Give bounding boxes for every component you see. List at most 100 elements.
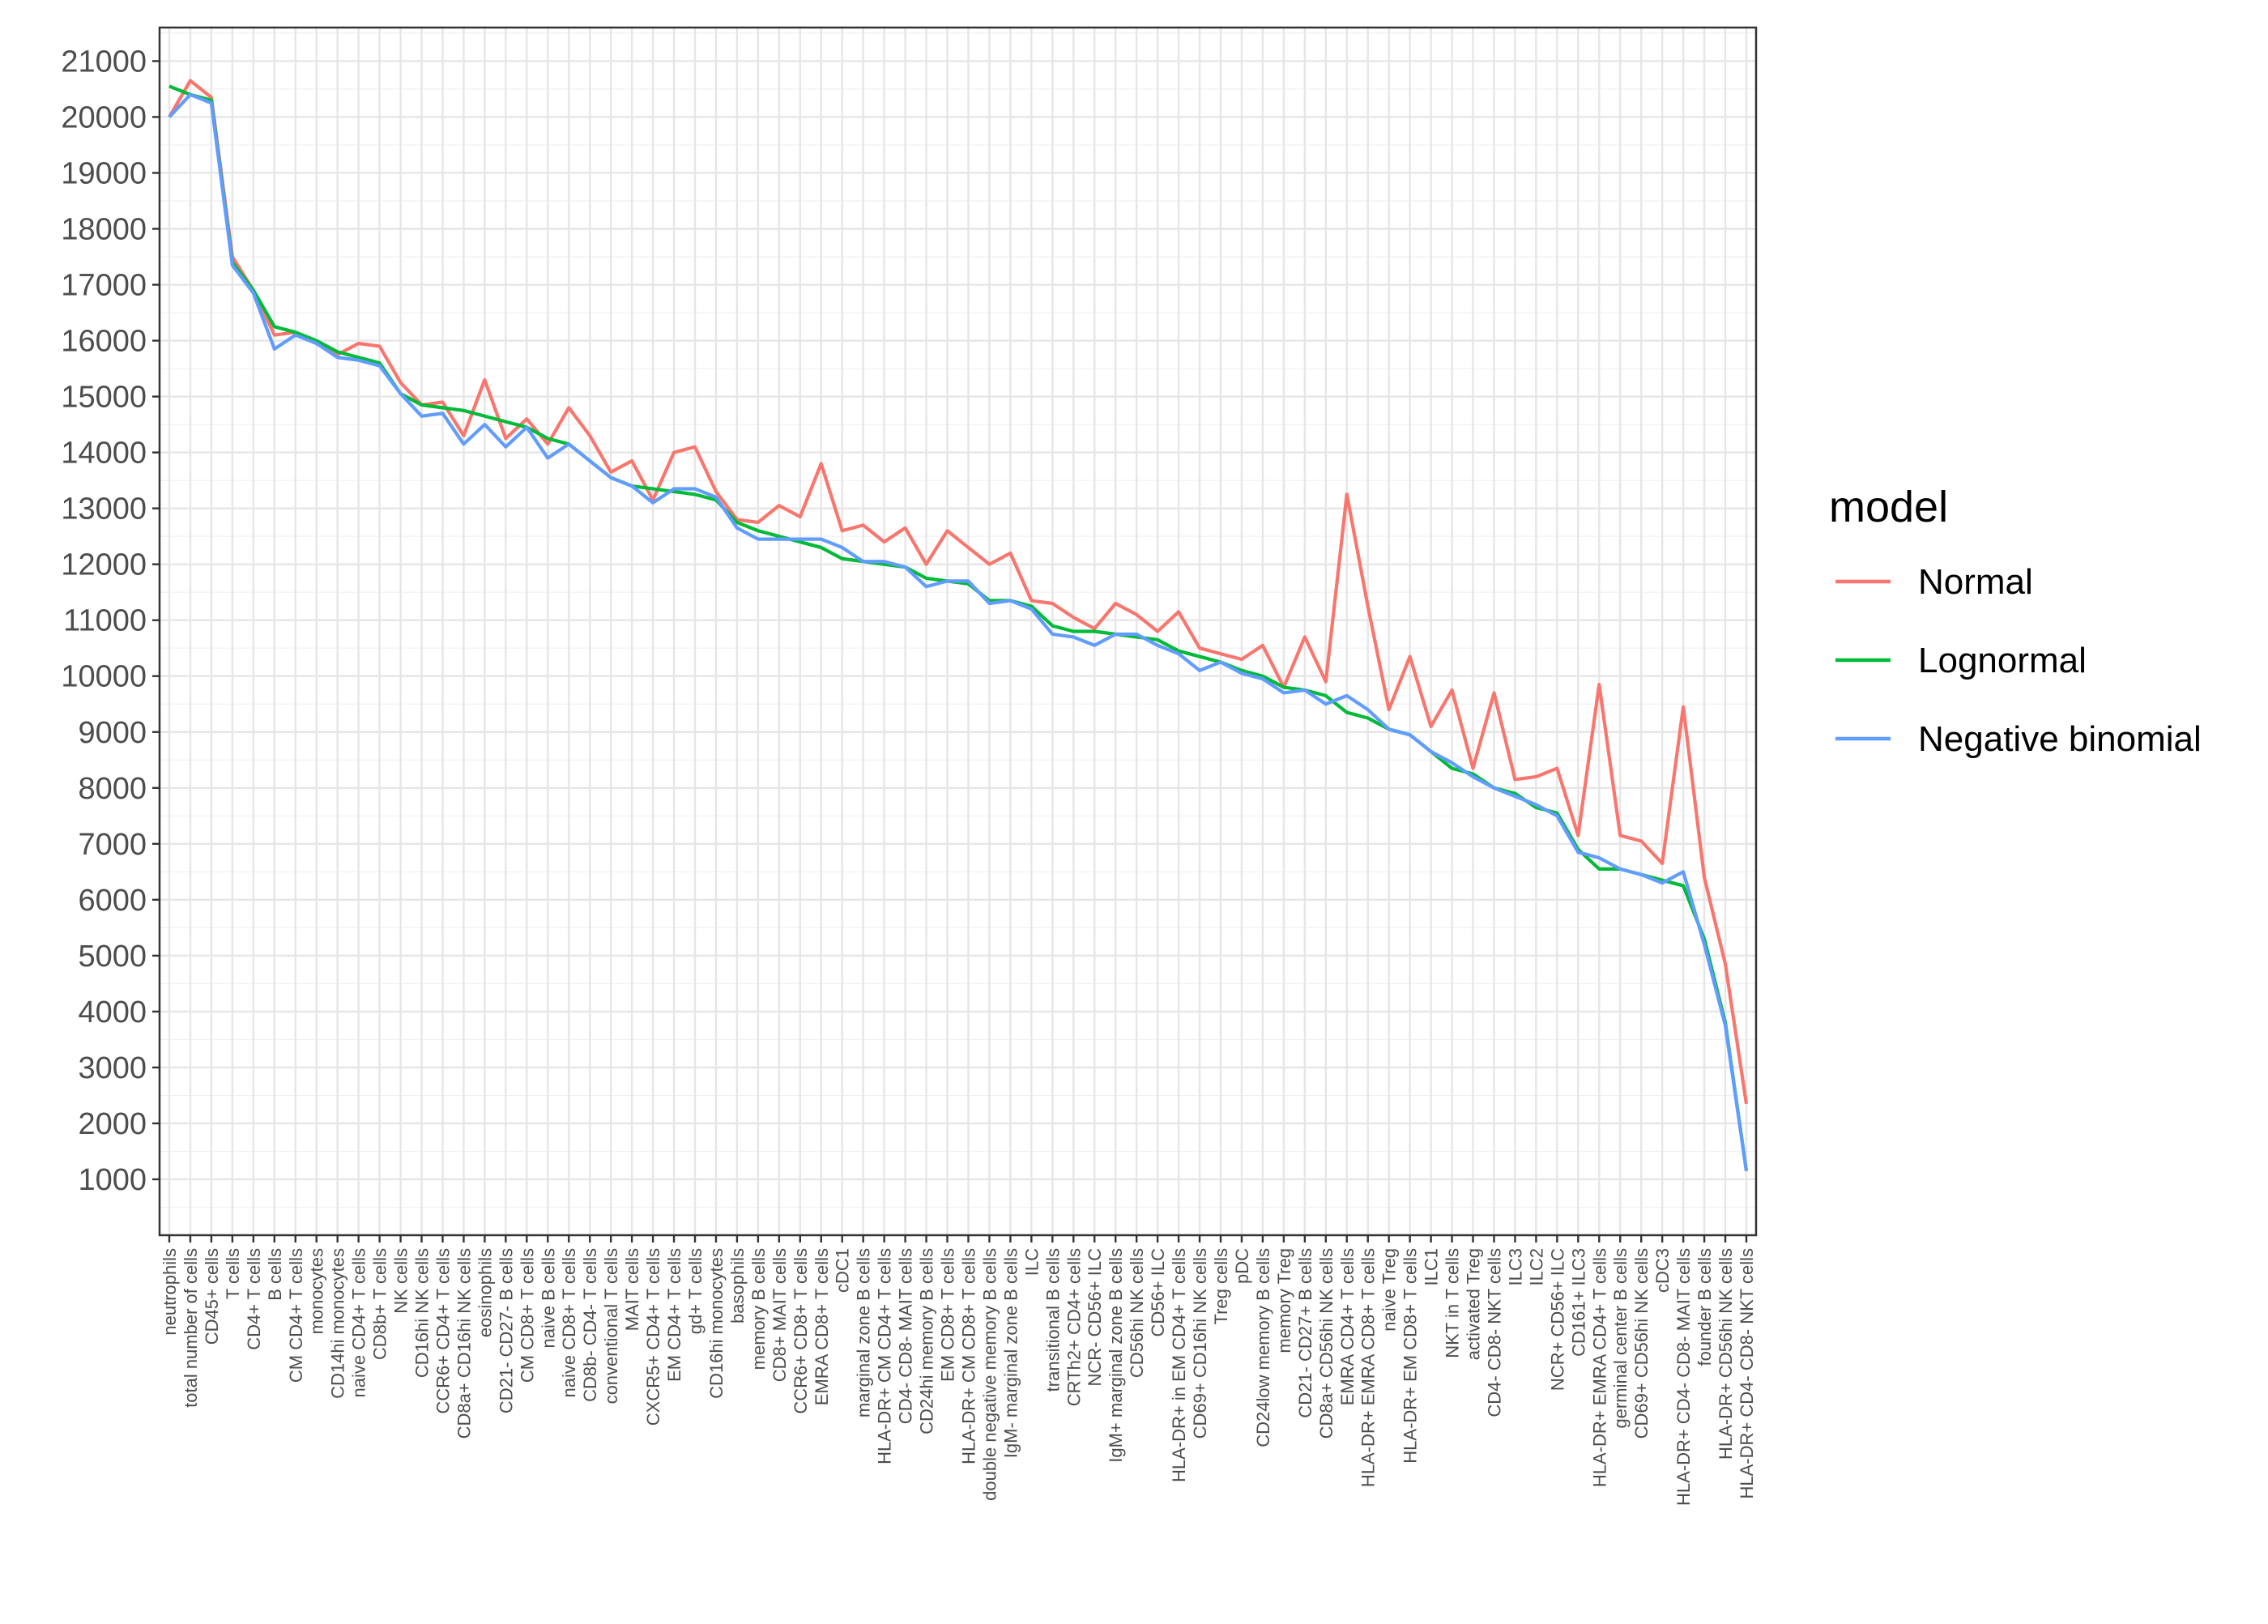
y-tick-label: 3000 — [78, 1051, 147, 1085]
y-tick-label: 16000 — [61, 325, 147, 359]
x-tick-label: CD21- CD27- B cells — [496, 1248, 516, 1413]
x-tick-label: EMRA CD4+ T cells — [1337, 1248, 1358, 1405]
x-tick-label: MAIT cells — [622, 1248, 642, 1331]
y-tick-label: 15000 — [61, 381, 147, 415]
y-tick-label: 5000 — [78, 940, 147, 974]
legend-label: Negative binomial — [1918, 719, 2202, 759]
y-tick-label: 18000 — [61, 213, 147, 247]
x-tick-label: conventional T cells — [601, 1248, 621, 1404]
x-tick-label: NK cells — [391, 1248, 411, 1314]
series-lines — [168, 79, 1749, 1171]
x-tick-label: CD21- CD27+ B cells — [1295, 1248, 1315, 1418]
x-tick-label: cDC3 — [1652, 1248, 1673, 1293]
x-tick-label: CD14hi monocytes — [328, 1248, 348, 1399]
x-tick-label: founder B cells — [1695, 1248, 1715, 1366]
y-tick-label: 7000 — [78, 828, 147, 862]
x-tick-label: IgM- marginal zone B cells — [1000, 1248, 1021, 1458]
x-tick-label: ILC3 — [1505, 1248, 1525, 1285]
x-tick-label: CD16hi monocytes — [706, 1248, 727, 1399]
y-tick-label: 2000 — [78, 1107, 147, 1141]
x-tick-label: activated Treg — [1464, 1248, 1484, 1360]
x-tick-label: ILC1 — [1422, 1248, 1442, 1285]
x-tick-label: HLA-DR+ CD56hi NK cells — [1716, 1248, 1736, 1460]
x-tick-label: HLA-DR+ CD4- CD8- NKT cells — [1737, 1248, 1757, 1498]
x-tick-label: HLA-DR+ in EM CD4+ T cells — [1169, 1248, 1189, 1482]
series-line-normal — [168, 79, 1749, 1105]
x-tick-label: CD69+ CD56hi NK cells — [1631, 1248, 1652, 1439]
series-line-negative-binomial — [168, 92, 1749, 1171]
y-tick-label: 17000 — [61, 269, 147, 303]
x-tick-label: total number of cells — [181, 1248, 201, 1408]
x-tick-label: B cells — [265, 1248, 285, 1301]
x-tick-label: EM CD4+ T cells — [664, 1248, 684, 1382]
x-tick-label: monocytes — [307, 1248, 327, 1334]
x-tick-label: CD8+ MAIT cells — [770, 1248, 790, 1382]
x-tick-label: CCR6+ CD4+ T cells — [433, 1248, 453, 1414]
y-axis: 1000 2000 3000 4000 5000 6000 7000 8000 9000 1000… — [61, 45, 160, 1197]
x-tick-label: HLA-DR+ EMRA CD8+ T cells — [1358, 1248, 1379, 1487]
y-tick-label: 10000 — [61, 660, 147, 694]
x-tick-label: Treg cells — [1211, 1248, 1231, 1325]
x-tick-label: CXCR5+ CD4+ T cells — [643, 1248, 663, 1426]
x-tick-label: transitional B cells — [1042, 1248, 1063, 1392]
x-tick-label: CD69+ CD16hi NK cells — [1190, 1248, 1210, 1439]
x-axis: neutrophils total number of cells CD45+ ce… — [160, 1235, 1757, 1506]
x-tick-label: naive CD8+ T cells — [559, 1248, 579, 1397]
x-tick-label: CD45+ cells — [202, 1248, 222, 1345]
x-tick-label: HLA-DR+ EM CD8+ T cells — [1400, 1248, 1421, 1464]
x-tick-label: CM CD4+ T cells — [286, 1248, 306, 1383]
x-tick-label: EM CD8+ T cells — [938, 1248, 958, 1382]
x-tick-label: HLA-DR+ CM CD8+ T cells — [958, 1248, 978, 1464]
legend: model Normal Lognormal Negative binomial — [1829, 483, 2202, 759]
y-tick-label: 20000 — [61, 100, 147, 134]
x-tick-label: NCR+ CD56+ ILC — [1547, 1248, 1567, 1391]
y-tick-label: 4000 — [78, 995, 147, 1029]
x-tick-label: eosinophils — [475, 1248, 495, 1337]
y-tick-label: 1000 — [78, 1163, 147, 1197]
legend-label: Normal — [1918, 562, 2033, 602]
x-tick-label: naive Treg — [1379, 1248, 1400, 1332]
y-tick-label: 8000 — [78, 772, 147, 806]
x-tick-label: memory Treg — [1274, 1248, 1294, 1353]
x-tick-label: naive B cells — [538, 1248, 558, 1349]
x-tick-label: CCR6+ CD8+ T cells — [791, 1248, 811, 1414]
x-tick-label: naive CD4+ T cells — [349, 1248, 369, 1397]
x-tick-label: ILC — [1021, 1248, 1042, 1276]
x-tick-label: T cells — [223, 1248, 243, 1299]
x-tick-label: EMRA CD8+ T cells — [812, 1248, 832, 1405]
legend-label: Lognormal — [1918, 641, 2087, 680]
y-tick-label: 9000 — [78, 716, 147, 750]
legend-title: model — [1829, 483, 1948, 531]
y-tick-label: 11000 — [63, 604, 147, 638]
x-tick-label: germinal center B cells — [1610, 1248, 1631, 1429]
x-tick-label: double negative memory B cells — [979, 1248, 1000, 1501]
x-tick-label: CRTh2+ CD4+ cells — [1064, 1248, 1084, 1406]
x-tick-label: CD161+ ILC3 — [1568, 1248, 1588, 1357]
x-tick-label: CD4- CD8- NKT cells — [1484, 1248, 1504, 1417]
x-tick-label: gd+ T cells — [685, 1248, 706, 1334]
x-tick-label: CD4+ T cells — [244, 1248, 264, 1350]
x-tick-label: CD56+ ILC — [1148, 1248, 1168, 1337]
y-tick-label: 12000 — [61, 548, 147, 582]
x-tick-label: HLA-DR+ EMRA CD4+ T cells — [1589, 1248, 1609, 1487]
x-tick-label: IgM+ marginal zone B cells — [1106, 1248, 1126, 1463]
x-tick-label: marginal zone B cells — [854, 1248, 874, 1417]
x-tick-label: HLA-DR+ CD4- CD8- MAIT cells — [1673, 1248, 1694, 1506]
y-tick-label: 19000 — [61, 156, 147, 190]
y-tick-label: 13000 — [61, 492, 147, 526]
x-tick-label: CM CD8+ T cells — [517, 1248, 537, 1383]
x-tick-label: CD56hi NK cells — [1127, 1248, 1147, 1378]
x-tick-label: CD8b+ T cells — [370, 1248, 390, 1360]
y-tick-label: 14000 — [61, 437, 147, 471]
x-tick-label: CD24low memory B cells — [1253, 1248, 1273, 1447]
x-tick-label: CD16hi NK cells — [412, 1248, 433, 1378]
x-tick-label: CD8a+ CD16hi NK cells — [454, 1248, 474, 1439]
x-tick-label: memory B cells — [748, 1248, 769, 1370]
x-tick-label: ILC2 — [1526, 1248, 1546, 1285]
y-tick-label: 21000 — [61, 45, 147, 79]
x-tick-label: CD4- CD8- MAIT cells — [896, 1248, 916, 1424]
panel-border — [158, 26, 1758, 1237]
